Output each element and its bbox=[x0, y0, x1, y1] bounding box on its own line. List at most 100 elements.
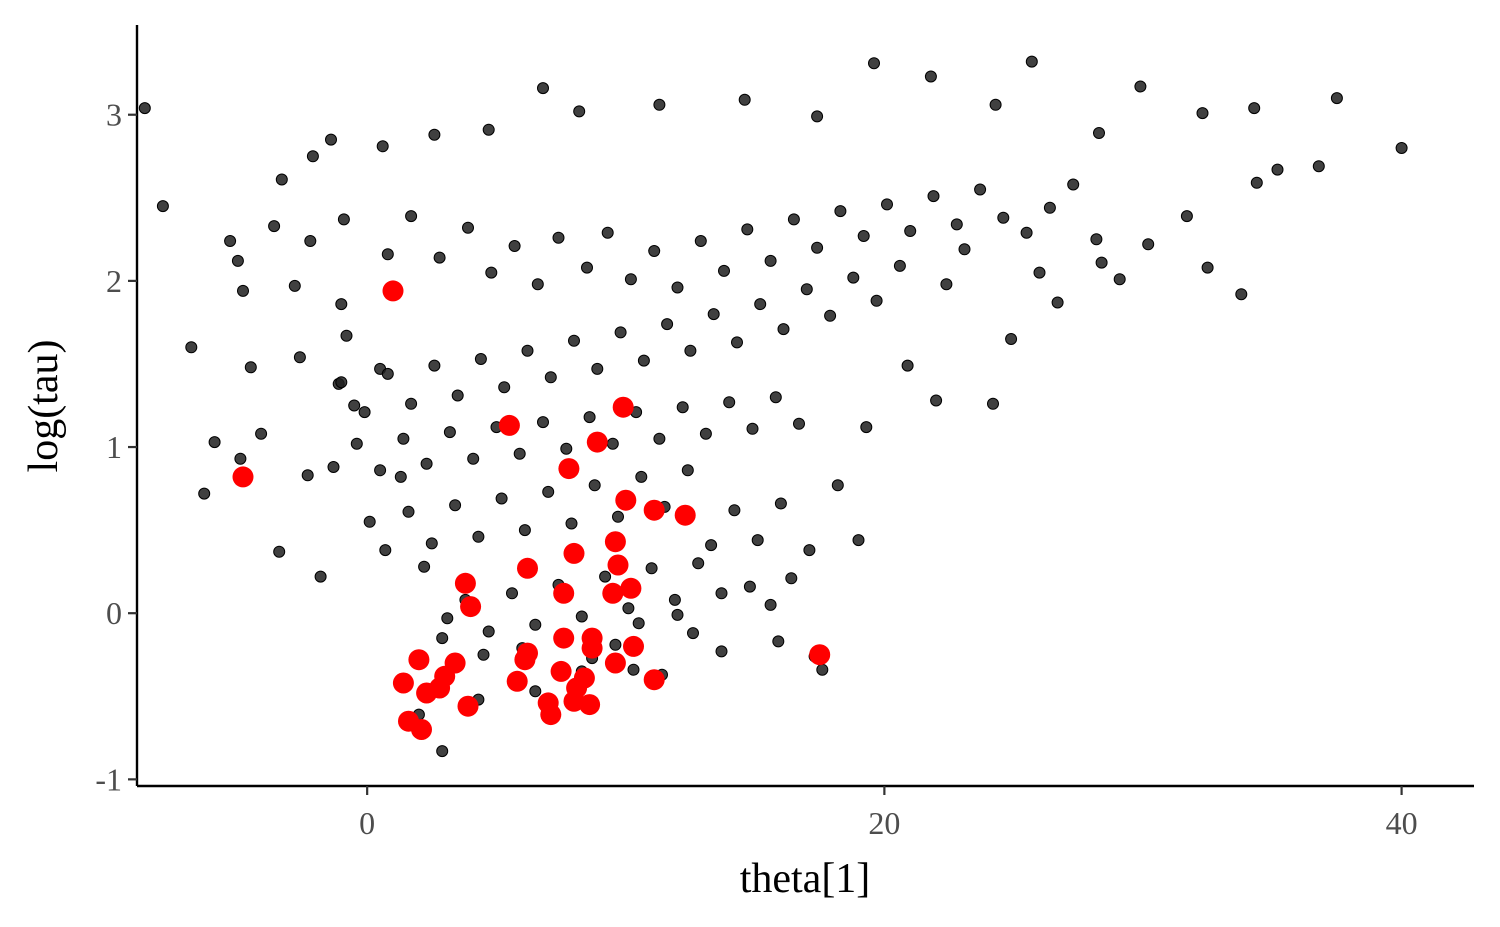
sample-point bbox=[974, 183, 987, 196]
sample-point bbox=[811, 241, 824, 254]
sample-point bbox=[950, 218, 963, 231]
highlighted-point bbox=[579, 694, 601, 716]
sample-point bbox=[402, 505, 415, 518]
x-tick-label: 40 bbox=[1386, 805, 1418, 841]
sample-point bbox=[676, 401, 689, 414]
sample-point bbox=[764, 598, 777, 611]
sample-point bbox=[715, 587, 728, 600]
sample-point bbox=[800, 283, 813, 296]
sample-point bbox=[1271, 163, 1284, 176]
highlighted-point bbox=[434, 665, 456, 687]
sample-point bbox=[599, 570, 612, 583]
sample-point bbox=[376, 140, 389, 153]
sample-point bbox=[350, 437, 363, 450]
sample-point bbox=[653, 98, 666, 111]
sample-point bbox=[583, 411, 596, 424]
sample-point bbox=[518, 524, 531, 537]
sample-point bbox=[1020, 226, 1033, 239]
sample-point bbox=[498, 381, 511, 394]
sample-point bbox=[668, 593, 681, 606]
sample-point bbox=[288, 279, 301, 292]
y-axis-title: log(tau) bbox=[21, 340, 67, 473]
ticks-layer: 0 20 40 -1 0 1 2 3 bbox=[95, 97, 1417, 841]
sample-point bbox=[138, 102, 151, 115]
sample-point bbox=[958, 243, 971, 256]
highlighted-point bbox=[604, 531, 626, 553]
sample-point bbox=[684, 344, 697, 357]
sample-point bbox=[718, 264, 730, 277]
sample-point bbox=[847, 271, 860, 284]
sample-point bbox=[881, 198, 893, 211]
sample-point bbox=[694, 235, 707, 247]
sample-point bbox=[751, 534, 764, 547]
sample-point bbox=[358, 406, 371, 419]
sample-point bbox=[622, 602, 635, 615]
sample-point bbox=[198, 487, 211, 500]
highlighted-point bbox=[604, 652, 626, 674]
sample-point bbox=[482, 625, 495, 638]
sample-point bbox=[632, 617, 645, 630]
y-tick-label: 0 bbox=[106, 595, 122, 631]
sample-point bbox=[513, 447, 526, 460]
sample-point bbox=[544, 371, 557, 384]
y-tick-label: 3 bbox=[106, 97, 122, 133]
sample-point bbox=[989, 98, 1002, 111]
sample-point bbox=[293, 351, 306, 364]
highlighted-point bbox=[674, 504, 696, 526]
sample-point bbox=[433, 251, 446, 264]
highlighted-point bbox=[607, 554, 629, 576]
sample-point bbox=[1113, 273, 1126, 286]
sample-point bbox=[208, 436, 221, 449]
sample-point bbox=[645, 562, 658, 575]
highlighted-point bbox=[506, 670, 528, 692]
sample-point bbox=[304, 235, 317, 247]
sample-point bbox=[1196, 107, 1209, 120]
sample-point bbox=[1248, 102, 1261, 115]
sample-point bbox=[273, 545, 286, 558]
highlighted-point bbox=[408, 649, 430, 671]
sample-point bbox=[420, 457, 433, 470]
sample-point bbox=[581, 261, 593, 274]
sample-point bbox=[857, 230, 870, 242]
sample-point bbox=[930, 394, 943, 407]
sample-point bbox=[542, 485, 555, 498]
sample-point bbox=[381, 248, 394, 261]
sample-point bbox=[237, 284, 249, 297]
sample-point bbox=[1250, 176, 1263, 189]
sample-point bbox=[723, 396, 736, 409]
sample-point bbox=[268, 220, 281, 233]
sample-point bbox=[904, 225, 917, 237]
sample-point bbox=[868, 57, 880, 70]
sample-point bbox=[224, 235, 237, 247]
sample-point bbox=[314, 570, 327, 583]
sample-point bbox=[764, 254, 777, 267]
sample-point bbox=[529, 685, 542, 698]
highlighted-point bbox=[586, 431, 608, 453]
highlighted-point bbox=[514, 649, 536, 671]
y-tick-label: -1 bbox=[95, 761, 122, 797]
sample-point bbox=[1312, 160, 1325, 173]
sample-point bbox=[482, 123, 495, 136]
sample-point bbox=[661, 318, 674, 331]
sample-point bbox=[363, 515, 376, 528]
sample-point bbox=[474, 353, 487, 365]
sample-point bbox=[987, 397, 999, 410]
highlighted-point bbox=[563, 690, 585, 712]
highlighted-point bbox=[460, 596, 482, 618]
sample-point bbox=[428, 128, 441, 141]
sample-point bbox=[852, 534, 865, 547]
points-layer bbox=[138, 55, 1408, 758]
sample-point bbox=[692, 557, 705, 570]
sample-point bbox=[627, 663, 640, 676]
sample-point bbox=[485, 266, 498, 279]
sample-point bbox=[671, 608, 684, 621]
sample-point bbox=[860, 421, 873, 434]
sample-point bbox=[1051, 296, 1064, 309]
sample-point bbox=[699, 427, 712, 440]
sample-point bbox=[940, 278, 953, 291]
sample-point bbox=[335, 376, 348, 389]
sample-point bbox=[436, 632, 449, 645]
sample-point bbox=[834, 205, 847, 218]
sample-point bbox=[537, 82, 549, 95]
sample-point bbox=[506, 587, 518, 600]
